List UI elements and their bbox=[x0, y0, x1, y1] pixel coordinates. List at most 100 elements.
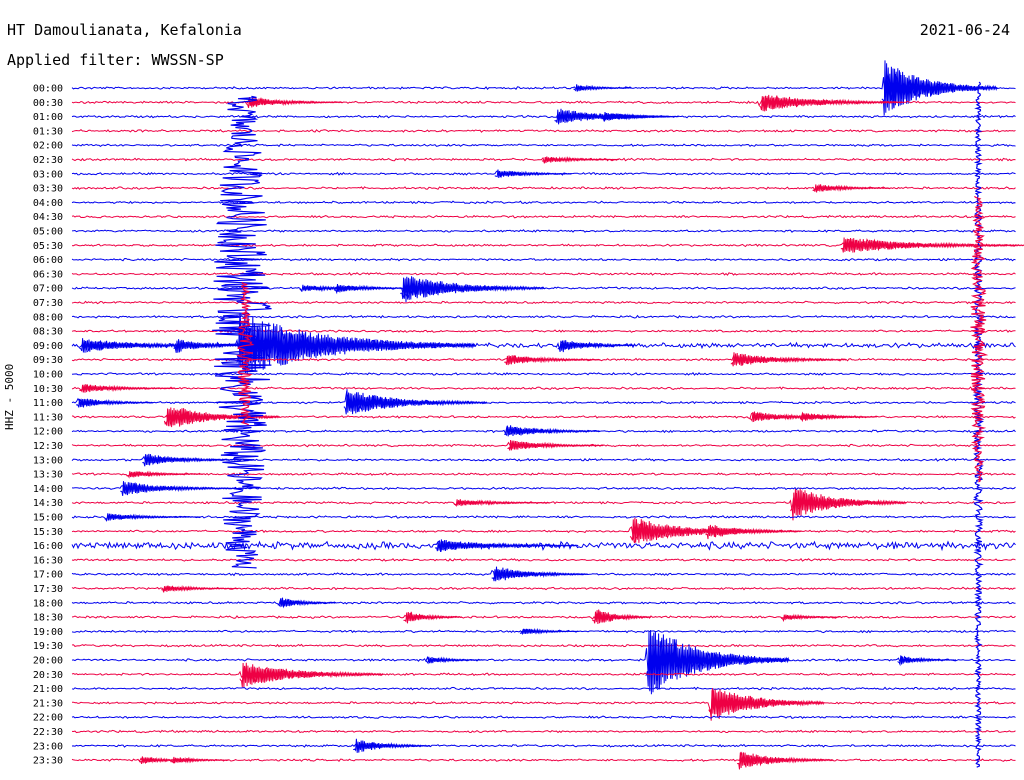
time-tick-label: 10:30 bbox=[33, 384, 63, 395]
trace-line-0600 bbox=[71, 257, 1016, 262]
time-tick-label: 00:30 bbox=[33, 98, 63, 109]
trace-line-2100 bbox=[71, 686, 1016, 691]
seismic-event bbox=[494, 169, 572, 179]
trace-line-2200 bbox=[71, 715, 1016, 720]
trace-line-0730 bbox=[71, 300, 1016, 305]
time-tick-label: 11:30 bbox=[33, 412, 63, 423]
time-tick-label: 05:00 bbox=[33, 227, 63, 238]
seismic-event bbox=[142, 453, 239, 467]
seismic-event bbox=[334, 283, 412, 295]
seismic-event bbox=[519, 627, 579, 636]
trace-line-2030 bbox=[71, 665, 1016, 685]
trace-line-0800 bbox=[71, 314, 1016, 319]
vertical-seismic-trace bbox=[970, 195, 989, 483]
time-tick-label: 13:30 bbox=[33, 470, 63, 481]
seismic-event bbox=[541, 156, 619, 164]
seismic-event bbox=[425, 656, 485, 665]
vertical-seismic-trace bbox=[972, 81, 985, 768]
time-tick-label: 10:00 bbox=[33, 370, 63, 381]
seismic-event bbox=[840, 237, 1024, 253]
seismic-event bbox=[780, 613, 840, 623]
trace-line-1330 bbox=[71, 471, 1016, 477]
time-tick-label: 14:00 bbox=[33, 484, 63, 495]
time-tick-label: 20:00 bbox=[33, 656, 63, 667]
seismic-event bbox=[708, 689, 825, 721]
time-tick-label: 07:00 bbox=[33, 284, 63, 295]
seismic-event bbox=[277, 597, 337, 608]
seismic-event bbox=[400, 276, 545, 303]
trace-line-1930 bbox=[71, 643, 1016, 648]
seismic-event bbox=[126, 470, 204, 479]
time-tick-label: 09:30 bbox=[33, 355, 63, 366]
seismic-event bbox=[897, 655, 957, 667]
time-tick-label: 21:00 bbox=[33, 684, 63, 695]
time-tick-label: 06:30 bbox=[33, 269, 63, 280]
seismic-event bbox=[343, 389, 488, 415]
time-tick-label: 00:00 bbox=[33, 84, 63, 95]
time-tick-label: 21:30 bbox=[33, 698, 63, 709]
seismic-event bbox=[504, 355, 601, 366]
trace-line-0200 bbox=[71, 143, 1016, 148]
seismic-event bbox=[491, 566, 589, 582]
trace-line-1000 bbox=[71, 372, 1016, 376]
seismic-event bbox=[573, 84, 633, 92]
time-tick-label: 13:00 bbox=[33, 455, 63, 466]
seismic-event bbox=[601, 111, 679, 122]
time-tick-label: 09:00 bbox=[33, 341, 63, 352]
time-tick-label: 06:00 bbox=[33, 255, 63, 266]
time-tick-label: 04:30 bbox=[33, 212, 63, 223]
time-tick-label: 07:30 bbox=[33, 298, 63, 309]
seismic-event bbox=[120, 481, 236, 496]
time-tick-label: 17:00 bbox=[33, 570, 63, 581]
trace-line-1500 bbox=[71, 513, 1016, 522]
seismic-event bbox=[705, 524, 802, 540]
seismic-event bbox=[758, 94, 903, 112]
time-tick-label: 19:00 bbox=[33, 627, 63, 638]
seismic-event bbox=[730, 352, 847, 367]
seismic-event bbox=[236, 313, 475, 375]
trace-line-0100 bbox=[71, 112, 1016, 124]
seismic-event bbox=[881, 60, 998, 116]
trace-line-1030 bbox=[71, 384, 1016, 392]
seismic-event bbox=[507, 439, 604, 451]
seismic-event bbox=[790, 488, 907, 521]
time-tick-label: 18:30 bbox=[33, 613, 63, 624]
seismic-event bbox=[403, 611, 463, 624]
trace-line-0130 bbox=[71, 128, 1016, 133]
seismic-event bbox=[161, 584, 239, 593]
seismic-event bbox=[104, 513, 201, 521]
time-tick-label: 15:30 bbox=[33, 527, 63, 538]
time-tick-label: 04:00 bbox=[33, 198, 63, 209]
trace-line-0430 bbox=[71, 214, 1016, 219]
time-tick-label: 08:00 bbox=[33, 312, 63, 323]
time-tick-label: 02:00 bbox=[33, 141, 63, 152]
trace-line-2300 bbox=[71, 742, 1016, 750]
time-tick-label: 22:30 bbox=[33, 727, 63, 738]
seismic-event bbox=[79, 384, 176, 393]
seismic-event bbox=[645, 629, 790, 695]
trace-line-2130 bbox=[72, 688, 1016, 716]
time-tick-label: 23:30 bbox=[33, 756, 63, 767]
seismic-event bbox=[504, 425, 601, 437]
seismic-event bbox=[246, 97, 343, 108]
time-tick-label: 14:30 bbox=[33, 498, 63, 509]
seismic-event bbox=[592, 609, 652, 625]
time-tick-label: 18:00 bbox=[33, 598, 63, 609]
time-tick-label: 22:00 bbox=[33, 713, 63, 724]
time-tick-label: 03:00 bbox=[33, 169, 63, 180]
vertical-seismic-trace bbox=[236, 281, 255, 426]
trace-line-0400 bbox=[71, 200, 1016, 205]
seismic-event bbox=[346, 341, 424, 351]
time-tick-label: 05:30 bbox=[33, 241, 63, 252]
time-tick-label: 15:00 bbox=[33, 513, 63, 524]
time-tick-label: 01:00 bbox=[33, 112, 63, 123]
time-tick-label: 19:30 bbox=[33, 641, 63, 652]
time-tick-label: 08:30 bbox=[33, 327, 63, 338]
trace-line-0000 bbox=[71, 72, 1016, 109]
seismic-event bbox=[812, 184, 890, 193]
seismic-event bbox=[557, 340, 635, 353]
trace-line-0630 bbox=[71, 272, 1016, 276]
seismic-event bbox=[434, 539, 579, 553]
station-title: HT Damoulianata, Kefalonia bbox=[7, 21, 242, 39]
time-tick-label: 16:00 bbox=[33, 541, 63, 552]
